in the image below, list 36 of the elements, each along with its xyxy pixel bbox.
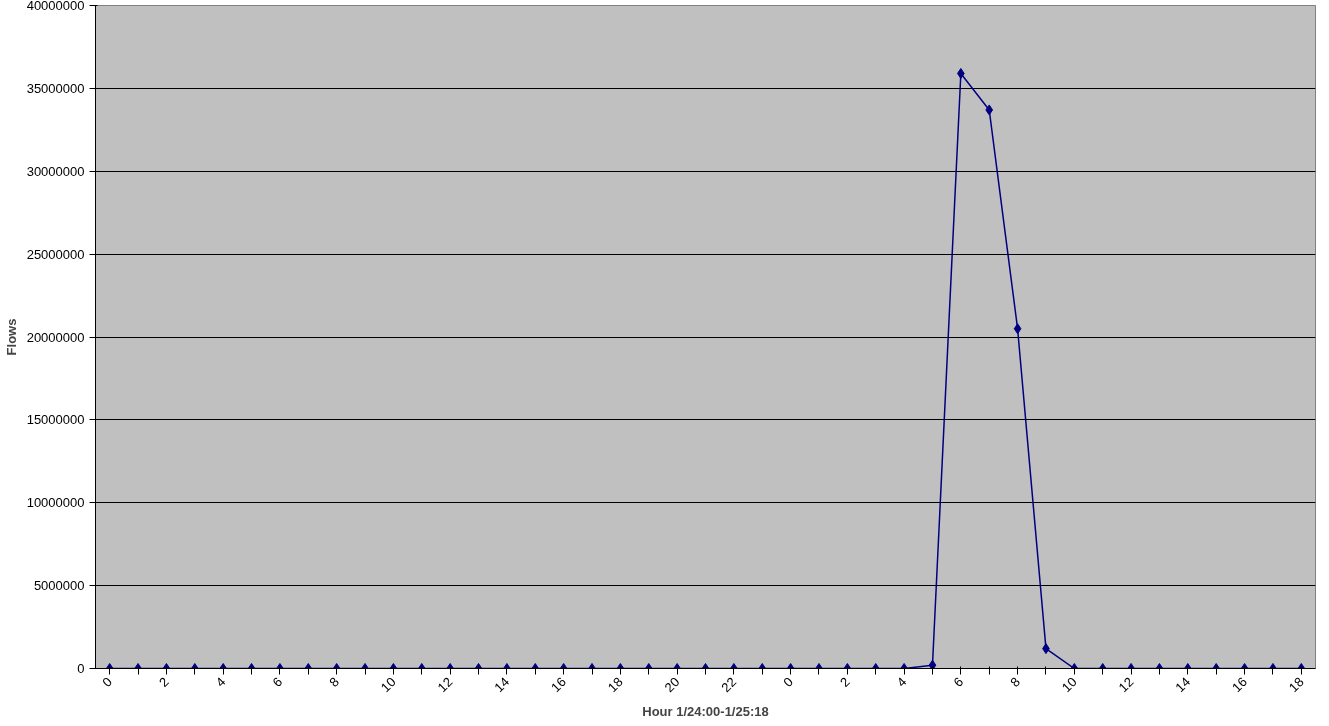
x-tick-label: 2	[156, 674, 172, 690]
x-tick-label: 10	[1058, 674, 1080, 696]
x-tick-label: 4	[893, 674, 910, 690]
x-tick-label: 18	[604, 674, 626, 696]
y-tick-label: 25000000	[26, 246, 85, 262]
y-tick-label: 5000000	[33, 578, 85, 594]
x-axis-title: Hour 1/24:00-1/25:18	[642, 704, 769, 720]
y-tick-label: 0	[77, 661, 85, 676]
x-tick-label: 4	[212, 674, 229, 690]
x-tick-label: 0	[99, 674, 115, 690]
y-tick-label: 40000000	[26, 0, 85, 13]
point	[1013, 323, 1022, 335]
y-tick-label: 20000000	[26, 329, 85, 345]
y-tick-label: 10000000	[26, 495, 85, 511]
x-tick-label: 8	[326, 674, 342, 690]
x-tick-label: 10	[377, 674, 399, 696]
x-tick-label: 22	[718, 674, 740, 696]
x-tick-label: 16	[548, 674, 569, 696]
x-tick-label: 14	[491, 674, 513, 696]
x-tick-label: 18	[1285, 674, 1307, 696]
x-tick-label: 12	[1115, 674, 1137, 696]
x-tick-label: 16	[1229, 674, 1250, 696]
x-tick-label: 12	[434, 674, 456, 696]
point	[985, 104, 994, 116]
point	[928, 659, 937, 669]
y-tick-label: 30000000	[26, 163, 85, 179]
x-tick-label: 6	[269, 674, 286, 690]
y-axis-title: Flows	[3, 318, 19, 356]
x-tick-label: 6	[950, 674, 967, 690]
y-tick-label: 15000000	[26, 412, 85, 428]
x-tick-label: 20	[661, 674, 683, 696]
x-tick-label: 8	[1007, 674, 1023, 690]
y-tick-label: 35000000	[26, 80, 85, 96]
x-tick-label: 14	[1172, 674, 1194, 696]
x-tick-label: 0	[780, 674, 796, 690]
x-tick-label: 2	[836, 674, 853, 690]
